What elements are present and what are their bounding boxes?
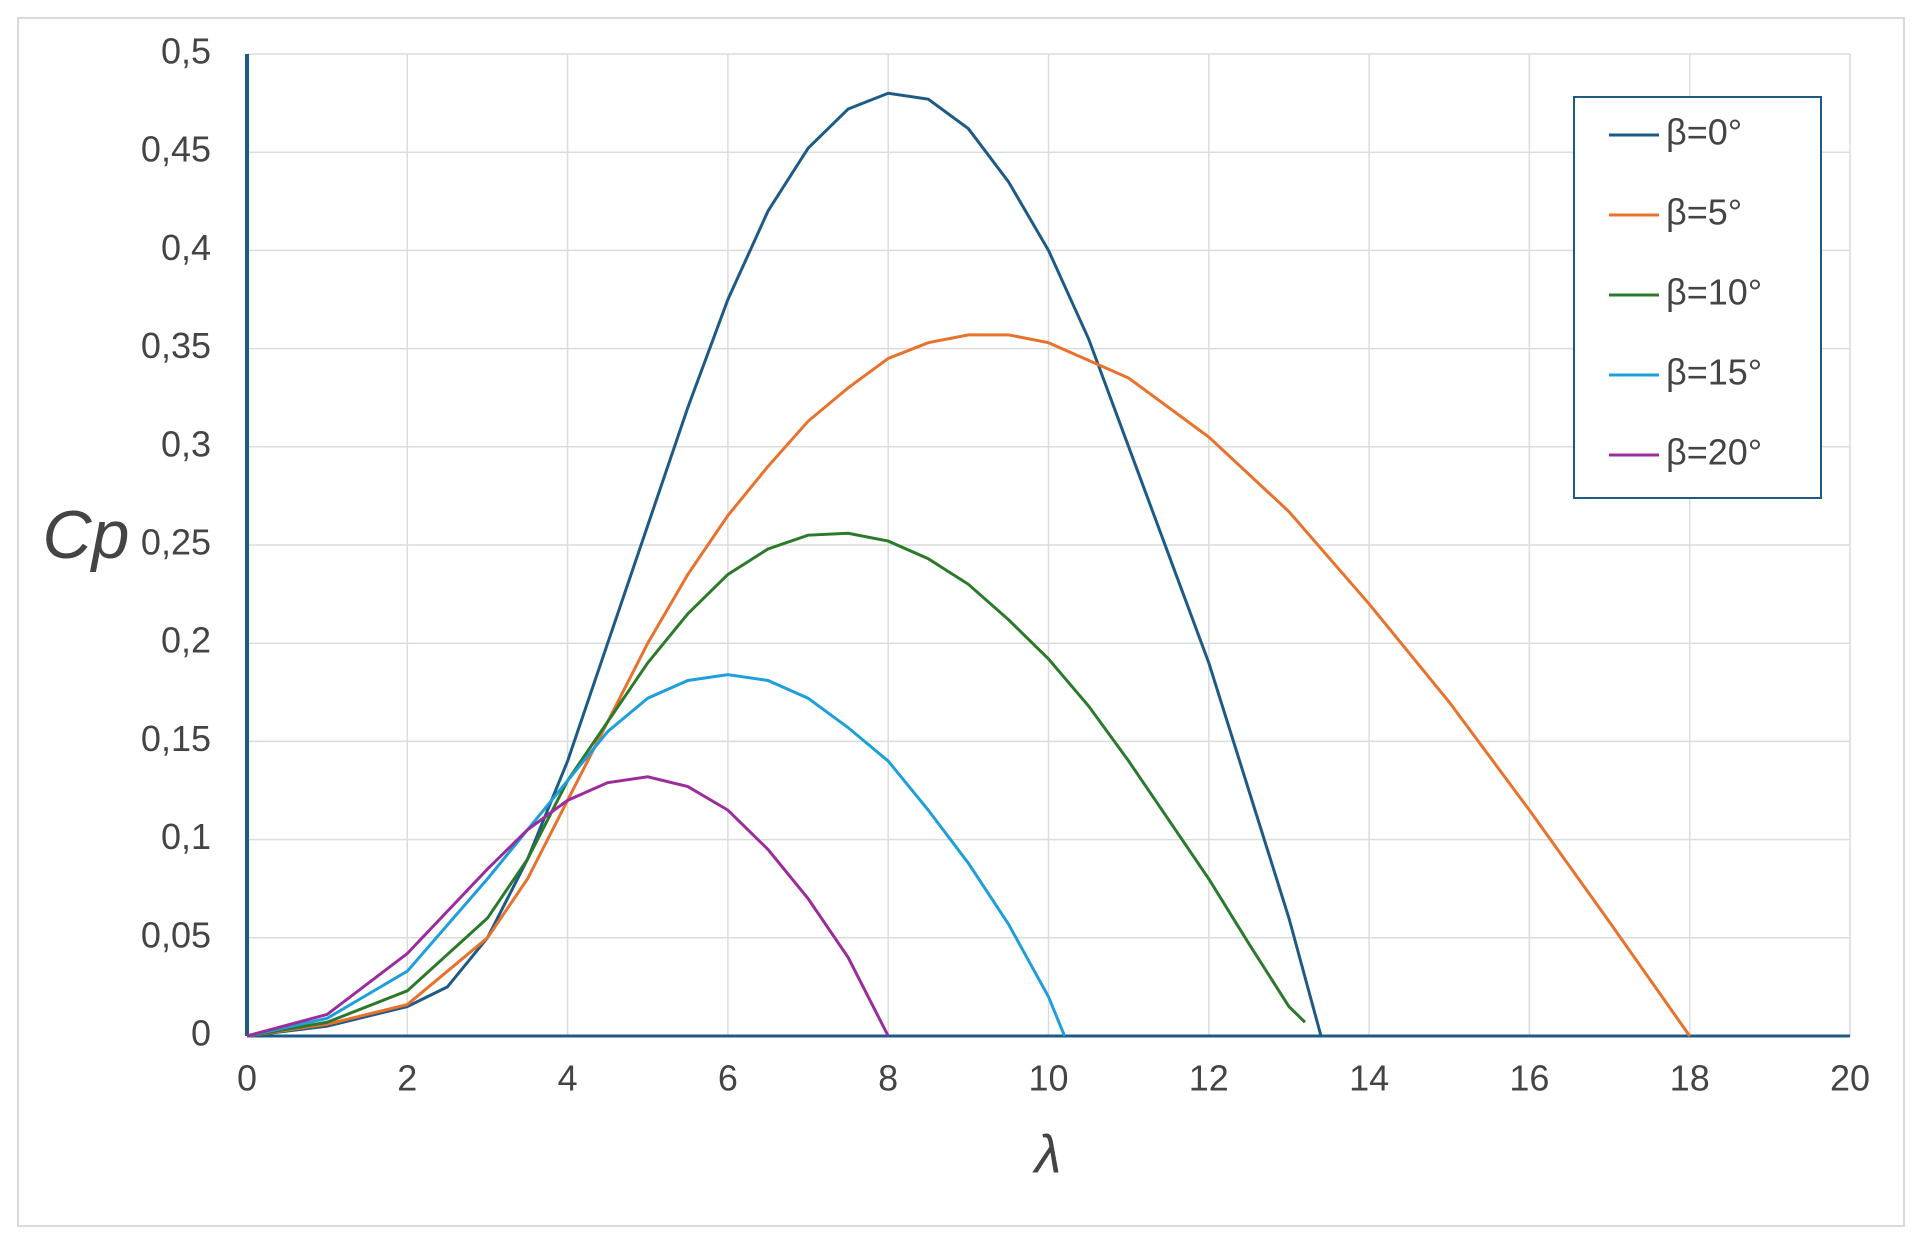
y-tick-label: 0,25: [141, 522, 211, 563]
line-series: [246, 333, 1691, 1038]
y-tick-label: 0,5: [161, 31, 211, 72]
line-series: [246, 775, 890, 1038]
y-tick-label: 0,05: [141, 914, 211, 955]
legend-label: β=20°: [1666, 432, 1762, 473]
x-tick-label: 4: [558, 1058, 578, 1099]
legend-label: β=10°: [1666, 272, 1762, 313]
x-tick-label: 8: [878, 1058, 898, 1099]
line-series: [246, 531, 1307, 1038]
y-tick-label: 0: [191, 1013, 211, 1054]
x-tick-label: 18: [1670, 1058, 1710, 1099]
legend-box: [1573, 96, 1822, 499]
y-tick-label: 0,15: [141, 718, 211, 759]
y-tick-label: 0,3: [161, 423, 211, 464]
legend-label: β=5°: [1666, 192, 1742, 233]
x-tick-label: 16: [1509, 1058, 1549, 1099]
y-tick-label: 0,1: [161, 816, 211, 857]
x-tick-label: 10: [1028, 1058, 1068, 1099]
line-series: [246, 91, 1323, 1038]
y-tick-label: 0,35: [141, 325, 211, 366]
x-tick-label: 2: [397, 1058, 417, 1099]
y-tick-label: 0,45: [141, 129, 211, 170]
legend-label: β=0°: [1666, 112, 1742, 153]
x-tick-label: 20: [1830, 1058, 1870, 1099]
legend-label: β=15°: [1666, 352, 1762, 393]
x-axis-label: λ: [1032, 1124, 1062, 1184]
x-tick-label: 6: [718, 1058, 738, 1099]
y-axis-label: Cp: [43, 497, 130, 573]
x-tick-label: 0: [237, 1058, 257, 1099]
y-tick-label: 0,4: [161, 227, 211, 268]
line-series: [246, 673, 1066, 1038]
x-tick-label: 12: [1189, 1058, 1229, 1099]
y-tick-label: 0,2: [161, 620, 211, 661]
x-tick-label: 14: [1349, 1058, 1389, 1099]
